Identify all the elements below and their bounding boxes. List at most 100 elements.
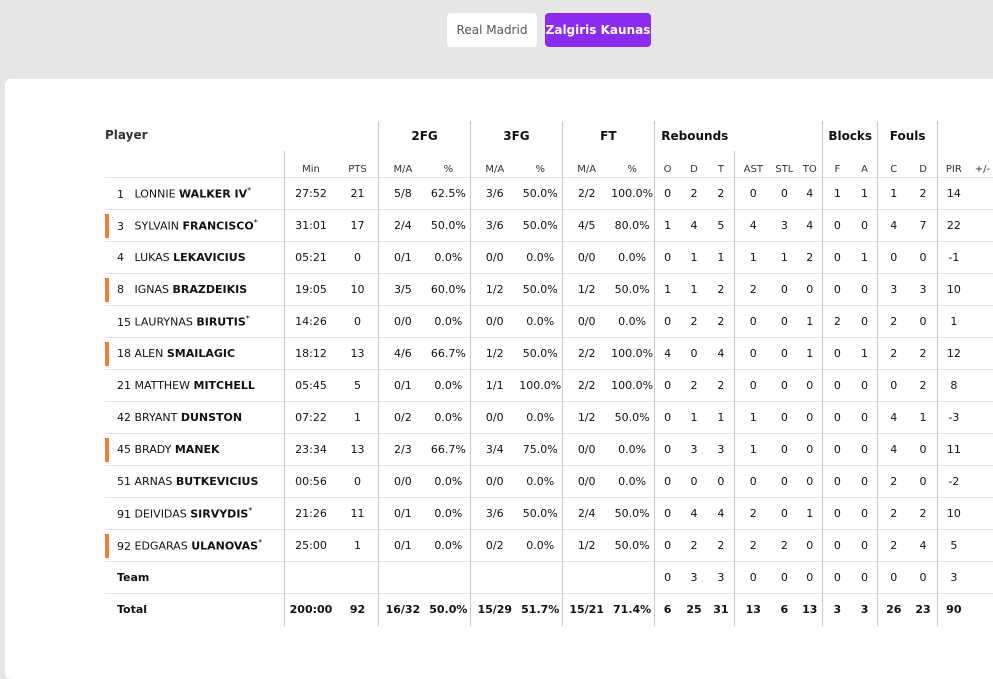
- player-first-name: ALEN: [134, 347, 164, 360]
- cell-def-reb: 2: [690, 539, 698, 552]
- cell-fouls-committed: 0: [877, 369, 910, 402]
- player-cell[interactable]: 45 BRADY MANEK: [105, 434, 285, 466]
- cell-blk-against: 0: [861, 571, 869, 584]
- cell-stl: 1: [780, 251, 788, 264]
- cell-min: [284, 561, 337, 594]
- cell-fouls-drawn: 1: [919, 411, 927, 424]
- cell-plus-minus: [970, 306, 993, 338]
- player-first-name: ARNAS: [134, 475, 173, 488]
- cell-plus-minus: [970, 562, 993, 594]
- cell-plus-minus: [970, 434, 993, 466]
- col-f: F: [822, 151, 852, 178]
- cell-fouls-committed: 2: [877, 529, 910, 562]
- cell-tot-reb: 1: [717, 411, 725, 424]
- player-cell[interactable]: 4 LUKAS LEKAVICIUS: [105, 242, 285, 274]
- cell-3fg-ma: [470, 561, 519, 594]
- cell-ft-pct: 0.0%: [618, 443, 647, 456]
- cell-tot-reb: 2: [717, 283, 725, 296]
- cell-2fg-ma: 0/0: [378, 465, 427, 498]
- cell-ft-pct: 0.0%: [618, 475, 647, 488]
- cell-3fg-ma: 3/6: [470, 497, 519, 530]
- player-cell[interactable]: 51 ARNAS BUTKEVICIUS: [105, 466, 285, 498]
- cell-2fg-ma: 3/5: [378, 273, 427, 306]
- player-cell[interactable]: 18 ALEN SMAILAGIC: [105, 338, 285, 370]
- cell-pir: 14: [936, 177, 970, 210]
- cell-def-reb: 2: [690, 315, 698, 328]
- cell-to: 1: [806, 507, 814, 520]
- player-first-name: EDGARAS: [134, 539, 188, 553]
- cell-blk-against: 1: [861, 347, 869, 360]
- cell-3fg-pct: 75.0%: [522, 443, 558, 456]
- player-first-name: IGNAS: [134, 283, 170, 296]
- cell-fouls-committed: 2: [877, 305, 910, 338]
- cell-pts: 92: [349, 603, 366, 617]
- col-o: O: [653, 151, 681, 178]
- cell-ast: 1: [734, 433, 772, 466]
- col-t: T: [717, 164, 724, 175]
- player-cell[interactable]: 92 EDGARAS ULANOVAS*: [105, 530, 285, 562]
- cell-fouls-committed: 4: [877, 401, 910, 434]
- cell-off-reb: 0: [653, 497, 681, 530]
- table-row: 4 LUKAS LEKAVICIUS 05:21 0 0/1 0.0% 0/0 0.0% 0/…: [105, 241, 993, 274]
- player-number: 91: [117, 507, 131, 521]
- group-rebounds: Rebounds: [653, 121, 735, 152]
- cell-pts: 0: [353, 475, 361, 488]
- cell-plus-minus: [970, 338, 993, 370]
- cell-to: 0: [806, 539, 814, 552]
- cell-to: 1: [806, 315, 814, 328]
- table-row: 18 ALEN SMAILAGIC 18:12 13 4/6 66.7% 1/2 50.0%…: [105, 337, 993, 370]
- player-first-name: LAURYNAS: [134, 315, 193, 329]
- tab-zalgiris-kaunas[interactable]: Zalgiris Kaunas: [545, 13, 651, 47]
- player-cell[interactable]: 8 IGNAS BRAZDEIKIS: [105, 274, 285, 306]
- player-last-name: MITCHELL: [193, 379, 255, 392]
- player-cell[interactable]: 42 BRYANT DUNSTON: [105, 402, 285, 434]
- cell-fouls-drawn: 23: [915, 603, 931, 617]
- tab-real-madrid[interactable]: Real Madrid: [447, 13, 537, 47]
- cell-pir: 5: [936, 529, 970, 562]
- cell-plus-minus: [970, 466, 993, 498]
- cell-pir: 22: [936, 209, 970, 242]
- cell-3fg-pct: 50.0%: [522, 187, 558, 200]
- cell-stl: 0: [780, 283, 788, 296]
- cell-off-reb: 0: [653, 433, 681, 466]
- player-cell[interactable]: 21 MATTHEW MITCHELL: [105, 370, 285, 402]
- cell-2fg-pct: 0.0%: [434, 411, 463, 424]
- col-to: TO: [802, 164, 817, 175]
- cell-2fg-ma: 16/32: [378, 593, 427, 626]
- cell-3fg-pct: 100.0%: [519, 379, 562, 392]
- cell-off-reb: 0: [653, 529, 681, 562]
- cell-ft-ma: 0/0: [561, 465, 611, 498]
- cell-off-reb: 0: [653, 177, 681, 210]
- cell-tot-reb: 2: [717, 379, 725, 392]
- cell-blk-for: 0: [822, 369, 852, 402]
- cell-tot-reb: 2: [717, 187, 725, 200]
- cell-2fg-pct: 60.0%: [430, 283, 466, 296]
- cell-2fg-pct: 0.0%: [434, 379, 463, 392]
- cell-pts: 11: [350, 507, 365, 520]
- cell-min: 00:56: [284, 465, 337, 498]
- cell-blk-for: 0: [822, 529, 852, 562]
- table-row: 15 LAURYNAS BIRUTIS* 14:26 0 0/0 0.0% 0/0 0.0%…: [105, 305, 993, 338]
- cell-2fg-pct: 0.0%: [434, 475, 463, 488]
- cell-off-reb: 0: [653, 305, 681, 338]
- cell-blk-against: 0: [861, 443, 869, 456]
- cell-plus-minus: [970, 210, 993, 242]
- cell-ft-ma: 0/0: [561, 241, 611, 274]
- cell-off-reb: 6: [653, 593, 681, 626]
- cell-2fg-pct: 50.0%: [430, 219, 466, 232]
- starter-mark: *: [258, 538, 263, 548]
- cell-to: 2: [806, 251, 814, 264]
- player-cell[interactable]: 1 LONNIE WALKER IV*: [105, 178, 285, 210]
- table-row: 51 ARNAS BUTKEVICIUS 00:56 0 0/0 0.0% 0/0 0.0%…: [105, 465, 993, 498]
- cell-stl: 0: [780, 347, 788, 360]
- player-cell[interactable]: 3 SYLVAIN FRANCISCO*: [105, 210, 285, 242]
- cell-def-reb: 2: [690, 187, 698, 200]
- cell-pts: 17: [350, 219, 365, 232]
- cell-ast: 2: [734, 529, 772, 562]
- player-cell[interactable]: 15 LAURYNAS BIRUTIS*: [105, 306, 285, 338]
- cell-blk-for: 0: [822, 241, 852, 274]
- cell-3fg-ma: 1/2: [470, 273, 519, 306]
- cell-min: 05:21: [284, 241, 337, 274]
- player-cell[interactable]: 91 DEIVIDAS SIRVYDIS*: [105, 498, 285, 530]
- cell-3fg-pct: 0.0%: [526, 475, 555, 488]
